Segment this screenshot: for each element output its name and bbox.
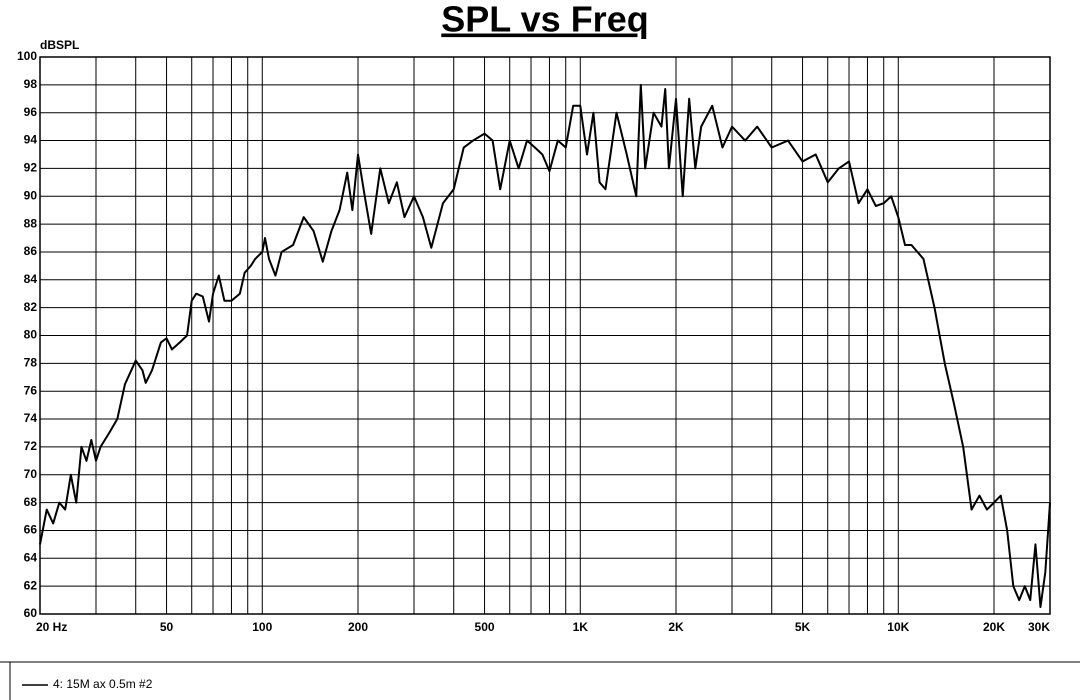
x-tick-label: 500 [475, 620, 495, 634]
y-tick-label: 66 [24, 523, 38, 537]
x-tick-label: 10K [887, 620, 909, 634]
y-tick-label: 76 [24, 383, 38, 397]
y-tick-label: 62 [24, 578, 38, 592]
x-tick-label: 20K [983, 620, 1005, 634]
y-tick-label: 64 [24, 550, 38, 564]
y-tick-label: 72 [24, 439, 38, 453]
y-tick-label: 100 [17, 49, 37, 63]
y-tick-label: 78 [24, 356, 38, 370]
x-tick-label: 30K [1028, 620, 1050, 634]
x-tick-label: 2K [668, 620, 684, 634]
y-tick-label: 82 [24, 300, 38, 314]
y-tick-label: 84 [24, 272, 38, 286]
y-tick-label: 96 [24, 105, 38, 119]
x-tick-label: 50 [160, 620, 174, 634]
x-tick-label: 100 [252, 620, 272, 634]
data-line [39, 83, 1051, 609]
x-tick-label: 20 Hz [36, 620, 67, 634]
legend-label: 4: 15M ax 0.5m #2 [53, 677, 153, 691]
y-tick-label: 80 [24, 328, 38, 342]
y-tick-label: 70 [24, 467, 38, 481]
y-tick-label: 86 [24, 244, 38, 258]
y-tick-label: 68 [24, 495, 38, 509]
y-tick-label: 94 [24, 133, 38, 147]
x-tick-label: 1K [573, 620, 589, 634]
plot-border [39, 56, 1051, 615]
chart-title: SPL vs Freq [441, 0, 648, 40]
y-tick-label: 74 [24, 411, 38, 425]
y-tick-label: 92 [24, 161, 38, 175]
y-tick-label: 90 [24, 188, 38, 202]
y-tick-label: 98 [24, 77, 38, 91]
y-tick-label: 60 [24, 606, 38, 620]
x-tick-label: 200 [348, 620, 368, 634]
y-axis-label: dBSPL [40, 38, 79, 52]
x-tick-label: 5K [795, 620, 811, 634]
y-tick-label: 88 [24, 216, 38, 230]
